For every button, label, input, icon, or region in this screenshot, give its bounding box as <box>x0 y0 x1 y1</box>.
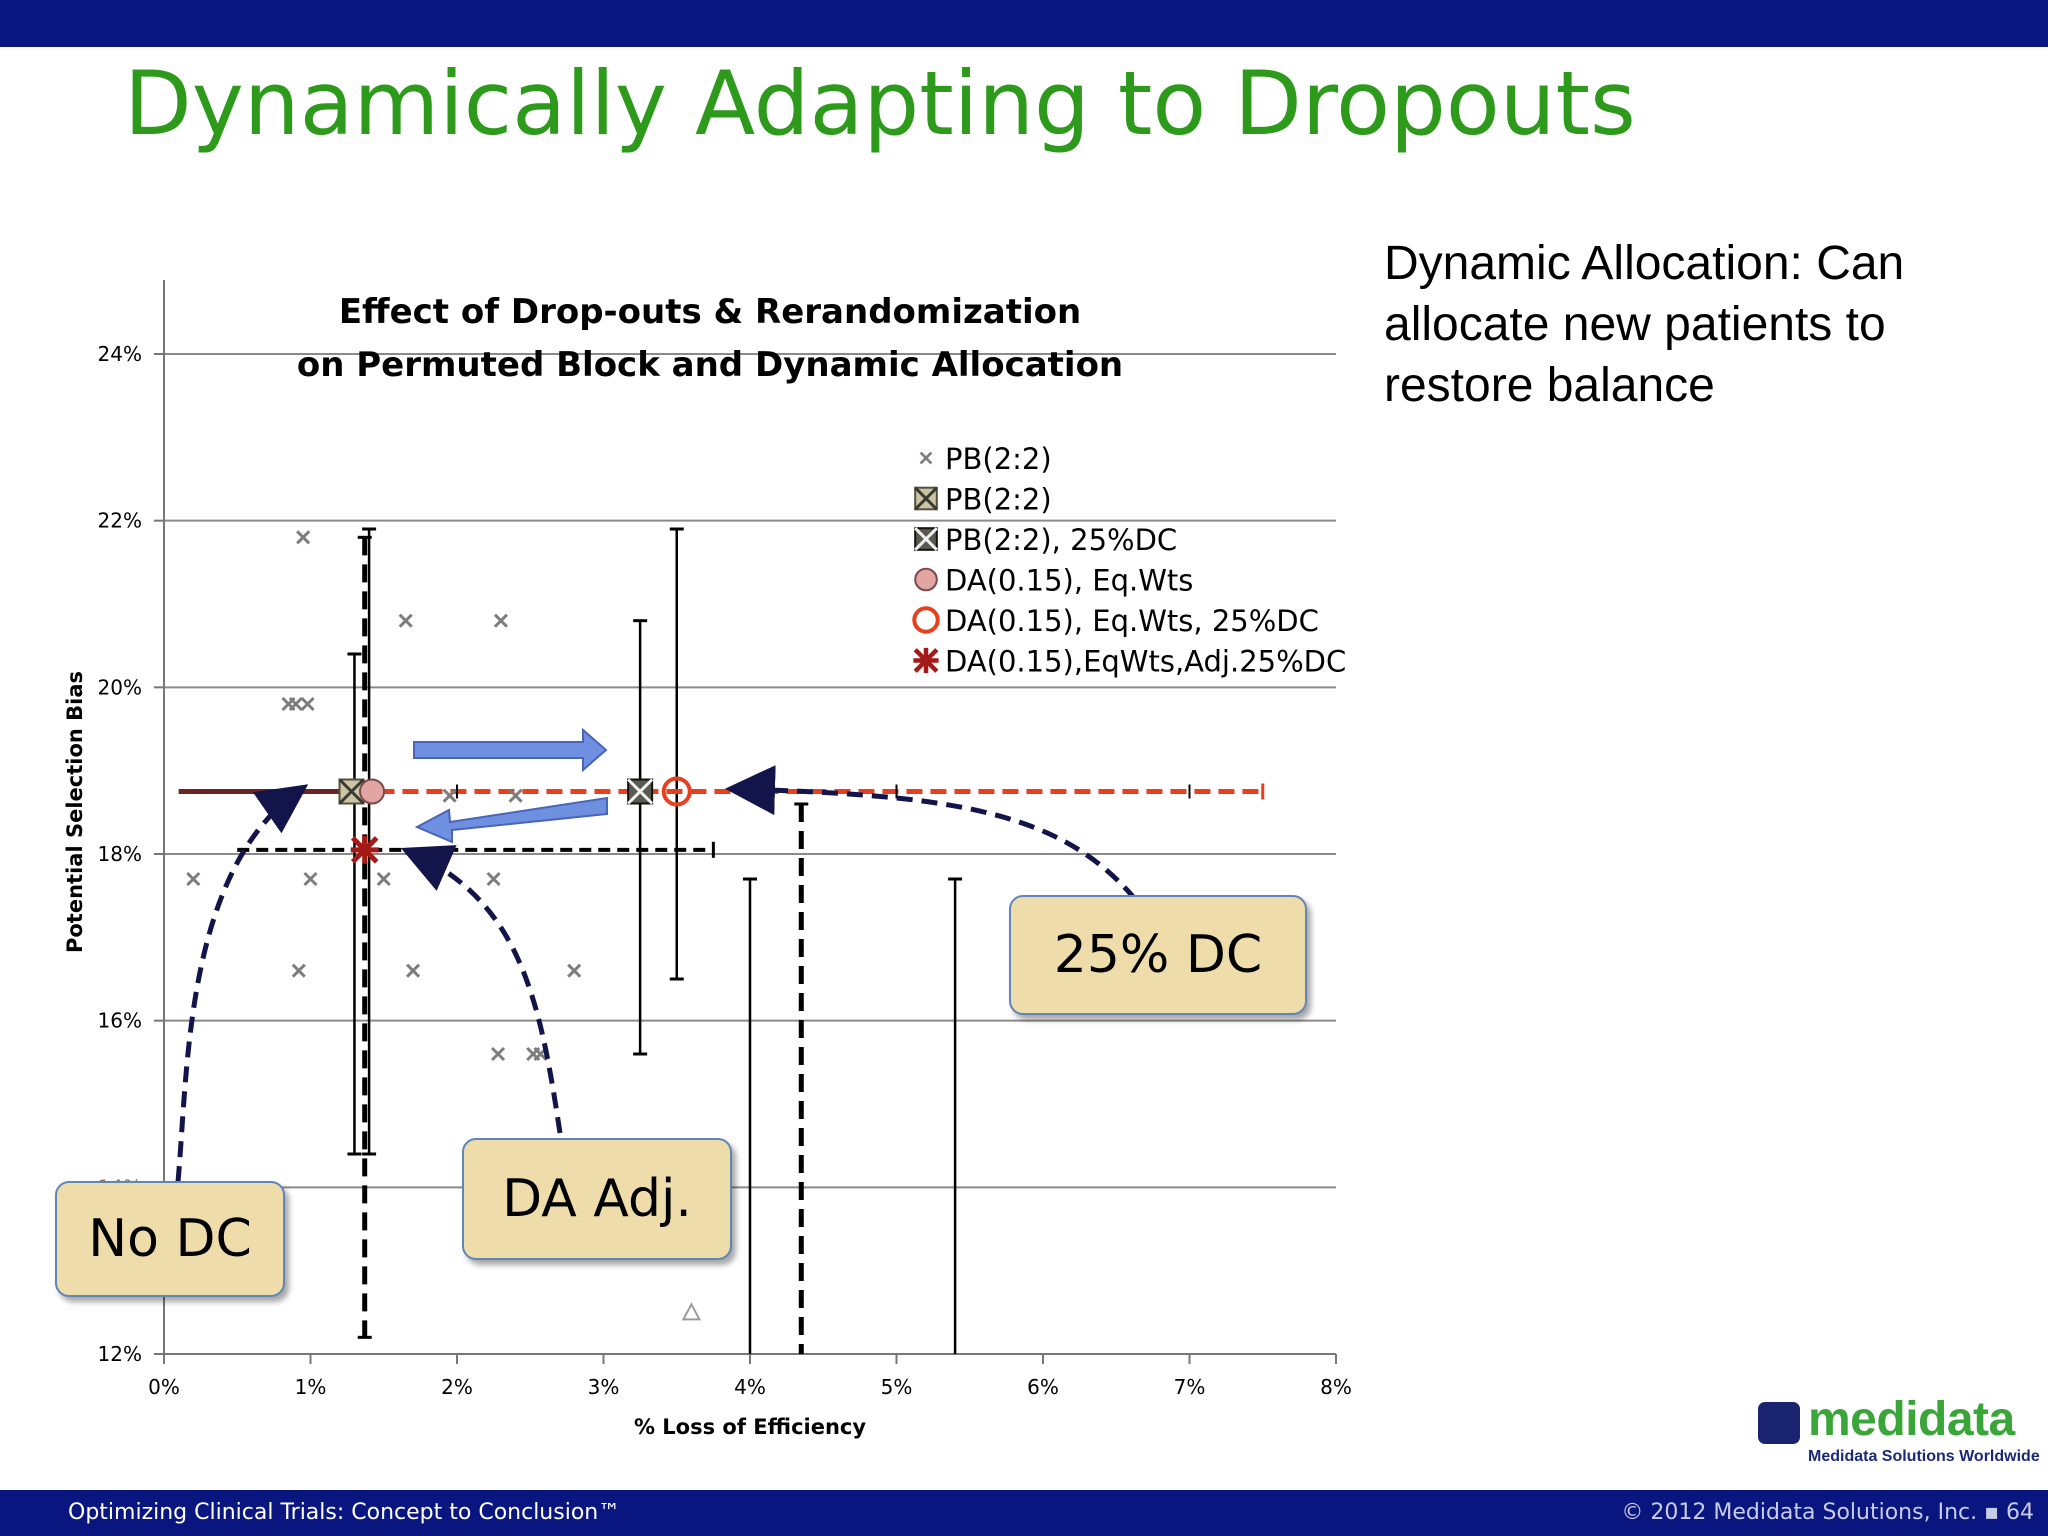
point-pb <box>303 871 318 887</box>
point-da-adj <box>913 647 939 674</box>
callout-arrow-da-adj <box>400 845 563 1134</box>
y-axis-label: Potential Selection Bias <box>63 671 87 953</box>
y-tick-label: 24% <box>98 342 142 366</box>
y-tick-label: 22% <box>98 509 142 533</box>
top-banner <box>0 0 2048 47</box>
logo-tagline: Medidata Solutions Worldwide <box>1808 1448 2040 1465</box>
callout-da-adj-label: DA Adj. <box>502 1169 692 1229</box>
x-tick-label: 1% <box>295 1375 327 1399</box>
point-pb <box>493 613 509 628</box>
point-pb <box>186 871 201 887</box>
callout-no-dc: No DC <box>55 1181 285 1297</box>
logo-dots-icon <box>1758 1402 1800 1444</box>
y-tick-label: 12% <box>98 1342 142 1366</box>
callout-da-adj: DA Adj. <box>462 1138 732 1260</box>
point-pb <box>442 788 457 803</box>
x-tick-label: 0% <box>148 1375 180 1399</box>
point-da-adj <box>350 835 379 864</box>
point-pb <box>508 788 523 803</box>
x-tick-label: 7% <box>1174 1375 1206 1399</box>
bottom-banner <box>0 1490 2048 1536</box>
legend-entry: DA(0.15), Eq.Wts, 25%DC <box>945 604 1319 638</box>
x-tick-label: 5% <box>881 1375 913 1399</box>
arrow-right-icon <box>413 727 608 773</box>
legend-entry: PB(2:2) <box>945 442 1052 476</box>
point-da-dc <box>661 776 692 807</box>
point-pb-dc-x <box>627 778 654 805</box>
point-pb <box>288 696 303 712</box>
legend-entry: PB(2:2), 25%DC <box>945 523 1177 557</box>
chart-subtitle: on Permuted Block and Dynamic Allocation <box>297 345 1123 385</box>
point-pb <box>486 871 501 887</box>
point-triangle <box>681 1302 702 1321</box>
legend-entry: DA(0.15), Eq.Wts <box>945 564 1193 598</box>
y-tick-label: 18% <box>98 842 142 866</box>
point-pb <box>296 530 311 545</box>
callout-25-dc: 25% DC <box>1009 895 1307 1015</box>
point-da-dc <box>912 606 940 634</box>
slide-title: Dynamically Adapting to Dropouts <box>124 52 1636 155</box>
point-pb <box>291 963 306 978</box>
point-pb <box>300 696 315 712</box>
y-tick-label: 20% <box>98 675 142 699</box>
legend-entry: DA(0.15),EqWts,Adj.25%DC <box>945 645 1346 679</box>
point-pb-dc-x <box>914 527 938 551</box>
point-pb-nodc-x <box>914 486 938 511</box>
side-text: Dynamic Allocation: Can allocate new pat… <box>1384 237 1905 412</box>
point-pb <box>919 451 933 465</box>
x-tick-label: 2% <box>441 1375 473 1399</box>
logo-word: medidata <box>1808 1393 2015 1446</box>
x-axis-label: % Loss of Efficiency <box>634 1415 866 1439</box>
footer-left: Optimizing Clinical Trials: Concept to C… <box>68 1500 621 1525</box>
point-pb <box>490 1046 506 1062</box>
callout-no-dc-label: No DC <box>88 1209 252 1269</box>
point-da <box>359 778 386 805</box>
legend-entry: PB(2:2) <box>945 483 1052 517</box>
point-pb <box>405 963 421 978</box>
point-pb <box>376 871 391 887</box>
medidata-logo: medidata Medidata Solutions Worldwide <box>1758 1393 2040 1470</box>
chart-title: Effect of Drop-outs & Rerandomization <box>339 292 1081 332</box>
callout-arrow-no-dc <box>175 784 309 1183</box>
x-tick-label: 4% <box>734 1375 766 1399</box>
y-tick-label: 16% <box>98 1009 142 1033</box>
x-tick-label: 6% <box>1027 1375 1059 1399</box>
callout-25-dc-label: 25% DC <box>1053 925 1263 985</box>
footer-right: © 2012 Medidata Solutions, Inc. ▪ 64 <box>1621 1500 2034 1525</box>
x-tick-label: 3% <box>588 1375 620 1399</box>
point-pb <box>398 613 413 628</box>
arrow-left-icon <box>414 796 608 844</box>
point-pb <box>567 963 582 978</box>
point-pb-nodc-x <box>338 778 365 805</box>
point-da <box>914 567 938 592</box>
x-tick-label: 8% <box>1320 1375 1352 1399</box>
